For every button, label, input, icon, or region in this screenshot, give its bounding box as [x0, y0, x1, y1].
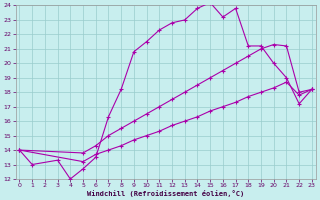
- X-axis label: Windchill (Refroidissement éolien,°C): Windchill (Refroidissement éolien,°C): [87, 190, 244, 197]
